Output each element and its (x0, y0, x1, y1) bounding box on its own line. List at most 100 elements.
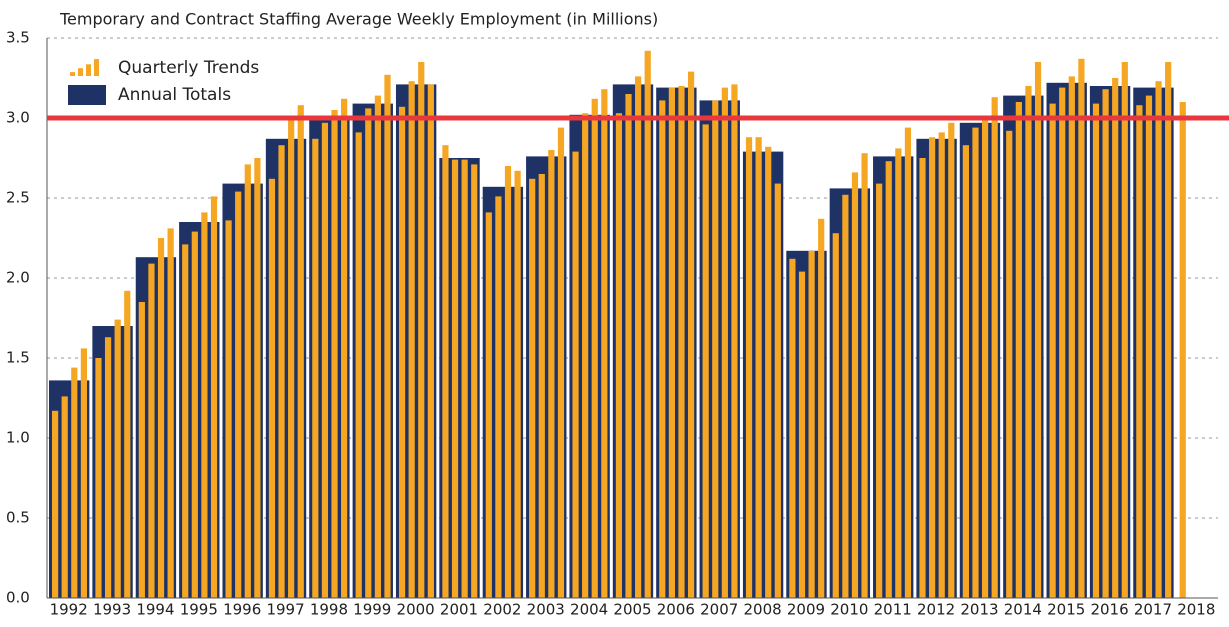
quarter-bar (210, 196, 218, 598)
quarter-bar (981, 116, 989, 599)
quarter-bar (591, 98, 598, 599)
quarter-bar (365, 108, 372, 599)
quarter-bar (774, 183, 781, 598)
quarter-bar (1078, 58, 1085, 599)
x-tick-label: 2012 (917, 601, 955, 619)
quarter-bar (225, 220, 232, 598)
quarter-bar (254, 158, 261, 598)
quarter-bar (948, 122, 955, 599)
x-tick-label: 2002 (483, 601, 521, 619)
x-tick-label: 2000 (397, 601, 435, 619)
x-tick-label: 2005 (613, 601, 651, 619)
quarter-bar (167, 228, 174, 598)
x-tick-label: 2017 (1134, 601, 1172, 619)
quarter-bar (938, 132, 945, 598)
quarter-bar (1015, 102, 1022, 598)
quarter-bar (1059, 87, 1066, 598)
quarter-bar (529, 178, 536, 599)
quarter-bar (495, 196, 502, 598)
x-tick-label: 2001 (440, 601, 478, 619)
y-tick-label: 2.5 (6, 189, 30, 207)
x-tick-label: 1997 (266, 601, 304, 619)
chart-title: Temporary and Contract Staffing Average … (59, 10, 658, 29)
quarter-bar (755, 137, 762, 598)
quarter-bar (80, 348, 87, 598)
quarter-bar (687, 71, 695, 599)
x-tick-label: 2009 (787, 601, 825, 619)
quarter-bar (861, 153, 868, 598)
x-tick-label: 2011 (874, 601, 912, 619)
quarter-bar (798, 271, 806, 598)
quarter-bar (659, 100, 666, 599)
quarter-bar (991, 97, 998, 598)
x-tick-label: 2006 (657, 601, 695, 619)
y-tick-label: 0.0 (6, 589, 30, 607)
x-tick-label: 2013 (960, 601, 998, 619)
quarter-bar (789, 258, 796, 598)
quarter-bar (601, 89, 608, 598)
quarter-bar (765, 146, 772, 599)
legend-swatch (86, 64, 91, 76)
quarter-bar (442, 145, 449, 598)
quarter-bar (104, 337, 112, 598)
quarter-bar (885, 161, 892, 598)
quarter-bar (745, 137, 753, 598)
quarter-bar (972, 127, 979, 598)
y-tick-label: 3.0 (6, 109, 30, 127)
quarter-bar (1006, 130, 1013, 599)
quarter-bar (1121, 62, 1128, 598)
quarter-bar (919, 158, 926, 598)
quarter-bar (61, 396, 68, 598)
x-tick-label: 2008 (744, 601, 782, 619)
quarter-bar (1049, 103, 1056, 598)
quarter-bar (1068, 76, 1075, 598)
quarter-bar (268, 178, 276, 599)
x-tick-label: 2014 (1004, 601, 1042, 619)
y-tick-label: 1.5 (6, 349, 30, 367)
x-tick-label: 1994 (136, 601, 174, 619)
x-tick-label: 2018 (1177, 601, 1215, 619)
quarter-bar (895, 148, 902, 598)
legend-swatch (70, 72, 75, 76)
quarter-bar (52, 410, 59, 598)
quarter-bar (485, 212, 492, 598)
quarter-bar (1179, 102, 1186, 598)
quarter-bar (297, 105, 304, 598)
quarter-bar (182, 244, 189, 598)
legend-swatch (94, 59, 99, 76)
quarter-bar (191, 231, 198, 598)
quarter-bar (157, 238, 165, 598)
quarter-bar (731, 84, 738, 598)
quarter-bar (702, 124, 709, 599)
quarter-bar (114, 319, 121, 598)
quarter-bar (1136, 105, 1143, 598)
quarter-bar (557, 127, 565, 598)
quarter-bar (235, 191, 242, 598)
quarter-bar (95, 358, 102, 598)
quarter-bar (962, 145, 969, 598)
quarter-bar (427, 84, 434, 598)
quarter-bar (1025, 86, 1032, 598)
quarter-bar (514, 170, 521, 599)
quarter-bar (398, 106, 406, 599)
x-tick-label: 2003 (527, 601, 565, 619)
quarter-bar (1112, 78, 1119, 598)
legend-label: Quarterly Trends (118, 58, 259, 78)
y-tick-label: 3.5 (6, 29, 30, 47)
x-tick-label: 2015 (1047, 601, 1085, 619)
quarter-bar (904, 127, 912, 598)
x-tick-label: 1996 (223, 601, 261, 619)
quarter-bar (124, 290, 131, 598)
quarter-bar (842, 194, 849, 599)
quarter-bar (876, 183, 883, 598)
quarter-bar (355, 132, 362, 598)
y-tick-label: 2.0 (6, 269, 30, 287)
legend-swatch (68, 85, 106, 105)
quarter-bar (668, 87, 675, 598)
quarter-bar (832, 233, 839, 598)
quarter-bar (538, 174, 545, 598)
legend-swatch (78, 68, 83, 76)
quarter-bar (471, 164, 478, 598)
quarter-bar (644, 50, 651, 599)
